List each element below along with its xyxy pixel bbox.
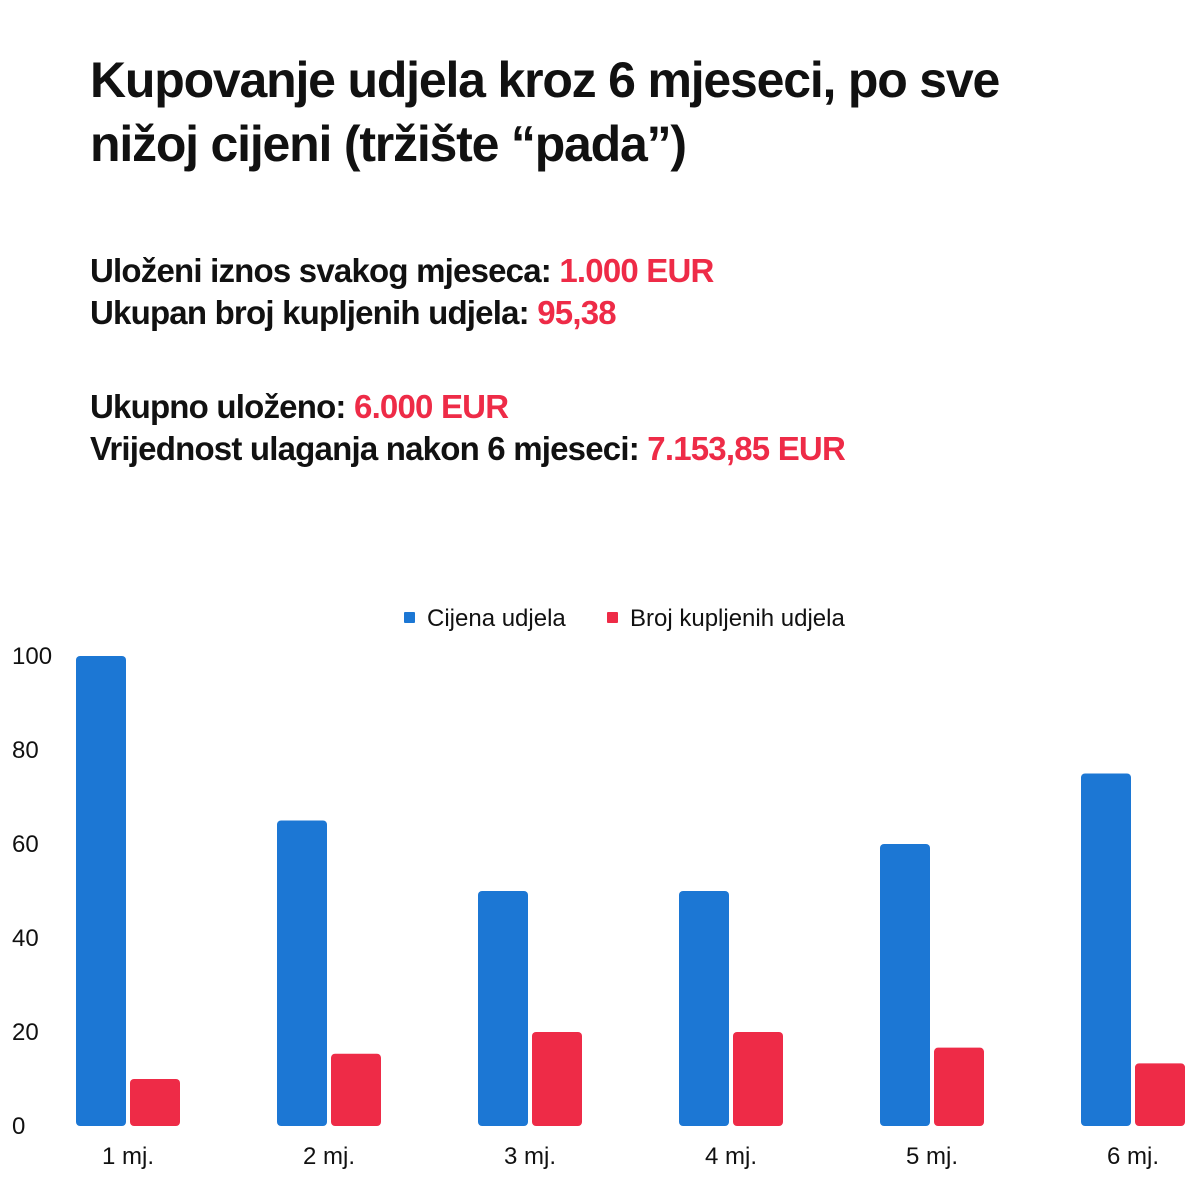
summary-stats: Uloženi iznos svakog mjeseca: 1.000 EUR … [90, 250, 1140, 470]
legend-swatch-2 [607, 612, 618, 623]
total-units-value: 95,38 [537, 294, 616, 331]
legend-swatch-1 [404, 612, 415, 623]
stats-spacer [90, 334, 1140, 386]
chart-bars [76, 656, 1185, 1126]
total-invested-line: Ukupno uloženo: 6.000 EUR [90, 386, 1140, 428]
legend-label-1: Cijena udjela [427, 605, 566, 632]
total-units-label: Ukupan broj kupljenih udjela: [90, 294, 530, 331]
price-bar [679, 891, 729, 1126]
total-units-line: Ukupan broj kupljenih udjela: 95,38 [90, 292, 1140, 334]
bar-chart: Cijena udjela Broj kupljenih udjela 0 20 40… [12, 605, 1185, 1170]
units-bar [1135, 1063, 1185, 1126]
units-bar [331, 1053, 381, 1126]
y-tick-label: 60 [12, 831, 39, 858]
y-tick-label: 0 [12, 1113, 25, 1140]
final-value-line: Vrijednost ulaganja nakon 6 mjeseci: 7.1… [90, 428, 1140, 470]
price-bar [1081, 773, 1131, 1126]
y-tick-label: 40 [12, 925, 39, 952]
price-bar [277, 820, 327, 1126]
units-bar [733, 1032, 783, 1126]
monthly-amount-label: Uloženi iznos svakog mjeseca: [90, 252, 552, 289]
x-tick-label: 5 mj. [906, 1143, 958, 1170]
x-axis: 1 mj. 2 mj. 3 mj. 4 mj. 5 mj. 6 mj. [102, 1143, 1159, 1170]
price-bar [76, 656, 126, 1126]
chart-legend: Cijena udjela Broj kupljenih udjela [404, 605, 845, 632]
y-tick-label: 80 [12, 737, 39, 764]
page-title: Kupovanje udjela kroz 6 mjeseci, po sve … [90, 52, 1000, 172]
x-tick-label: 4 mj. [705, 1143, 757, 1170]
final-value-label: Vrijednost ulaganja nakon 6 mjeseci: [90, 430, 640, 467]
total-invested-value: 6.000 EUR [354, 388, 509, 425]
x-tick-label: 1 mj. [102, 1143, 154, 1170]
units-bar [934, 1047, 984, 1126]
x-tick-label: 6 mj. [1107, 1143, 1159, 1170]
final-value-value: 7.153,85 EUR [647, 430, 846, 467]
y-tick-label: 100 [12, 643, 52, 670]
price-bar [478, 891, 528, 1126]
y-axis: 0 20 40 60 80 100 [12, 643, 52, 1140]
total-invested-label: Ukupno uloženo: [90, 388, 346, 425]
x-tick-label: 3 mj. [504, 1143, 556, 1170]
monthly-amount-value: 1.000 EUR [559, 252, 714, 289]
x-tick-label: 2 mj. [303, 1143, 355, 1170]
monthly-amount-line: Uloženi iznos svakog mjeseca: 1.000 EUR [90, 250, 1140, 292]
y-tick-label: 20 [12, 1019, 39, 1046]
units-bar [130, 1079, 180, 1126]
units-bar [532, 1032, 582, 1126]
legend-label-2: Broj kupljenih udjela [630, 605, 845, 632]
price-bar [880, 844, 930, 1126]
